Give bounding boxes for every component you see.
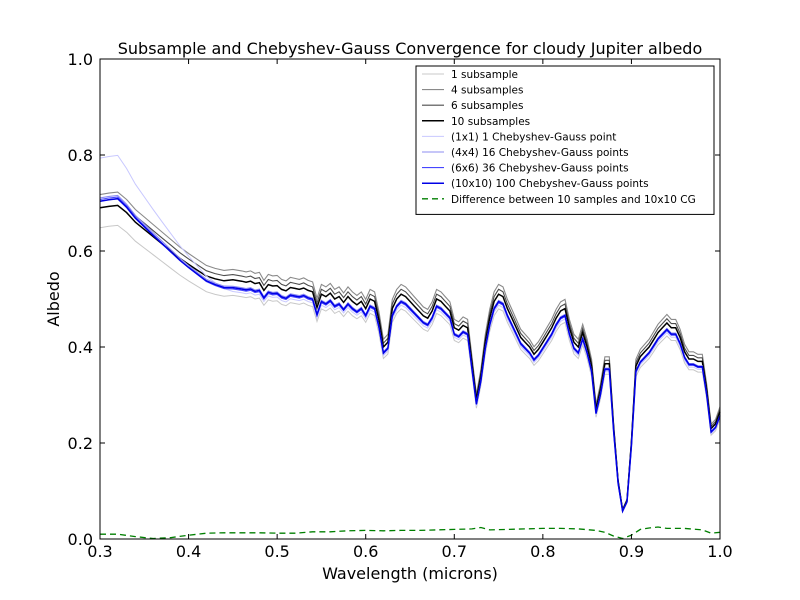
legend-box [415,65,715,215]
series-line-7 [99,197,721,514]
legend-entry: 10 subsamples [451,116,530,128]
x-tick-label: 0.7 [442,542,467,561]
legend-entry: 4 subsamples [451,85,523,97]
y-tick-label: 0.2 [68,434,93,453]
plot-frame [99,58,721,540]
x-axis-label: Wavelength (microns) [322,564,498,583]
legend-entry: 1 subsample [451,69,518,81]
series-line-8 [100,526,721,540]
x-tick-label: 0.4 [176,542,201,561]
y-tick-label: 0.6 [68,242,93,261]
legend-entry: (6x6) 36 Chebyshev-Gauss points [451,163,629,175]
y-axis-label: Albedo [44,271,63,326]
x-tick-label: 1.0 [707,542,732,561]
y-tick-label: 0.0 [68,530,93,549]
legend-entry: 6 subsamples [451,100,523,112]
y-tick-label: 0.4 [68,338,93,357]
legend-entry: (1x1) 1 Chebyshev-Gauss point [451,131,616,143]
legend: 1 subsample 4 subsamples 6 subsamples 10 su… [415,65,715,215]
legend-entry: (10x10) 100 Chebyshev-Gauss points [451,178,649,190]
axis-ticks: 0.3 0.4 0.5 0.6 0.7 0.8 0.9 1.0 0.0 0.2 0.4 0.6 0.8 1… [68,50,733,561]
x-tick-label: 0.9 [619,542,644,561]
x-tick-label: 0.8 [530,542,555,561]
chart-title: Subsample and Chebyshev-Gauss Convergenc… [118,39,702,58]
x-tick-label: 0.6 [353,542,378,561]
legend-entry: Difference between 10 samples and 10x10 … [451,194,696,206]
x-tick-label: 0.5 [264,542,289,561]
x-tick-label: 0.3 [87,542,112,561]
y-tick-label: 1.0 [68,50,93,69]
y-tick-label: 0.8 [68,146,93,165]
legend-entry: (4x4) 16 Chebyshev-Gauss points [451,147,629,159]
plot-area [99,154,721,540]
